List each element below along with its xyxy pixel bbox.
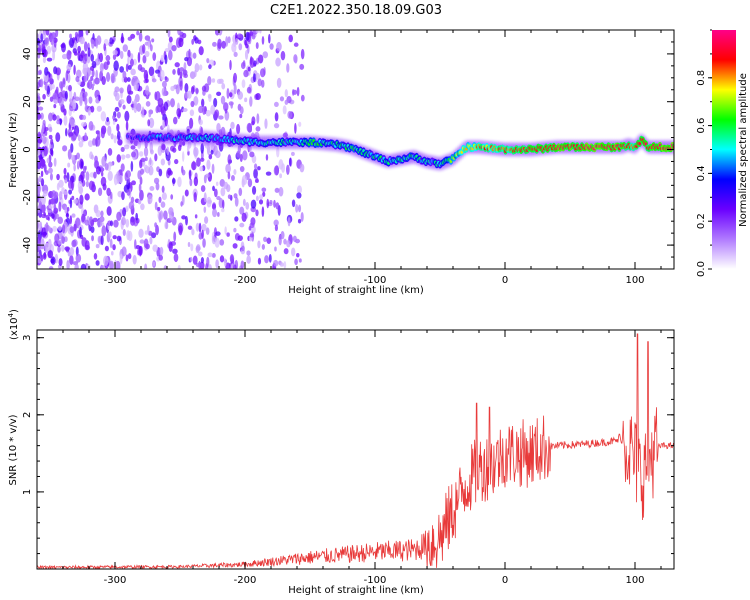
spectrogram-y-tick-label: 0 — [22, 146, 33, 152]
spectrogram-x-tick-label: -300 — [104, 275, 127, 286]
snr-axes: -300 -200 -100 0 100 1 2 3 — [22, 330, 674, 586]
colorbar-tick-label: 0.6 — [696, 118, 707, 134]
snr-panel: -300 -200 -100 0 100 1 2 3 Height of straight l… — [7, 309, 675, 596]
snr-x-tick-label: 100 — [625, 575, 644, 586]
snr-y-tick-label: 3 — [22, 335, 33, 341]
spectrogram-x-tick-label: 100 — [625, 275, 644, 286]
snr-x-tick-label: -200 — [234, 575, 257, 586]
spectrogram-noise — [37, 30, 305, 269]
spectrogram-y-tick-label: 40 — [22, 48, 33, 61]
spectrogram-y-tick-label: -20 — [22, 189, 33, 205]
snr-scale-prefix: (x10 — [9, 317, 20, 340]
snr-y-tick-label: 2 — [22, 412, 33, 418]
snr-scale-suffix: ) — [9, 309, 20, 313]
colorbar: 0.0 0.2 0.4 0.6 0.8 Normalized spectral ampl… — [696, 29, 749, 277]
spectrogram-ridge — [125, 130, 674, 171]
snr-y-tick-label: 1 — [22, 489, 33, 495]
snr-x-tick-label: -300 — [104, 575, 127, 586]
snr-x-tick-label: 0 — [502, 575, 508, 586]
snr-y-label: SNR (10 * v/v) — [8, 414, 19, 485]
colorbar-gradient — [712, 30, 736, 269]
spectrogram-y-label: Frequency (Hz) — [8, 112, 19, 188]
colorbar-tick-label: 0.0 — [696, 261, 707, 277]
colorbar-tick-label: 0.2 — [696, 213, 707, 229]
spectrogram-x-tick-label: -100 — [364, 275, 387, 286]
colorbar-ticks: 0.0 0.2 0.4 0.6 0.8 — [696, 29, 712, 277]
snr-series-line — [37, 333, 674, 569]
spectrogram-y-tick-label: 20 — [22, 95, 33, 108]
snr-scale-exponent: 4 — [7, 312, 15, 317]
snr-x-label: Height of straight line (km) — [288, 585, 424, 596]
snr-plot-area — [37, 330, 674, 569]
chart-title: C2E1.2022.350.18.09.G03 — [270, 3, 442, 18]
colorbar-tick-label: 0.4 — [696, 165, 707, 181]
colorbar-label: Normalized spectral amplitude — [738, 73, 749, 227]
colorbar-tick-label: 0.8 — [696, 70, 707, 86]
spectrogram-y-tick-label: -40 — [22, 237, 33, 253]
snr-frame — [36, 329, 675, 570]
snr-x-tick-label: -100 — [364, 575, 387, 586]
spectrogram-x-tick-label: 0 — [502, 275, 508, 286]
spectrogram-x-label: Height of straight line (km) — [288, 285, 424, 296]
spectrogram-x-tick-label: -200 — [234, 275, 257, 286]
snr-scale-label: (x104) — [7, 309, 20, 340]
